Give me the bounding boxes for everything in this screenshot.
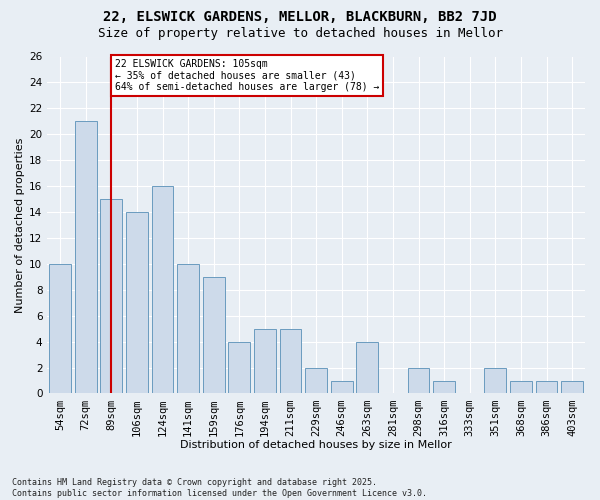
- Bar: [254, 328, 276, 394]
- Bar: [536, 380, 557, 394]
- Bar: [229, 342, 250, 394]
- Text: Size of property relative to detached houses in Mellor: Size of property relative to detached ho…: [97, 28, 503, 40]
- Bar: [49, 264, 71, 394]
- Bar: [152, 186, 173, 394]
- Bar: [280, 328, 301, 394]
- Bar: [177, 264, 199, 394]
- Bar: [75, 122, 97, 394]
- Bar: [203, 277, 224, 394]
- Bar: [331, 380, 353, 394]
- Bar: [126, 212, 148, 394]
- Text: Contains HM Land Registry data © Crown copyright and database right 2025.
Contai: Contains HM Land Registry data © Crown c…: [12, 478, 427, 498]
- Text: 22 ELSWICK GARDENS: 105sqm
← 35% of detached houses are smaller (43)
64% of semi: 22 ELSWICK GARDENS: 105sqm ← 35% of deta…: [115, 59, 380, 92]
- Bar: [562, 380, 583, 394]
- Y-axis label: Number of detached properties: Number of detached properties: [15, 138, 25, 312]
- Bar: [356, 342, 378, 394]
- X-axis label: Distribution of detached houses by size in Mellor: Distribution of detached houses by size …: [180, 440, 452, 450]
- Bar: [305, 368, 327, 394]
- Bar: [484, 368, 506, 394]
- Bar: [433, 380, 455, 394]
- Bar: [407, 368, 430, 394]
- Text: 22, ELSWICK GARDENS, MELLOR, BLACKBURN, BB2 7JD: 22, ELSWICK GARDENS, MELLOR, BLACKBURN, …: [103, 10, 497, 24]
- Bar: [510, 380, 532, 394]
- Bar: [100, 199, 122, 394]
